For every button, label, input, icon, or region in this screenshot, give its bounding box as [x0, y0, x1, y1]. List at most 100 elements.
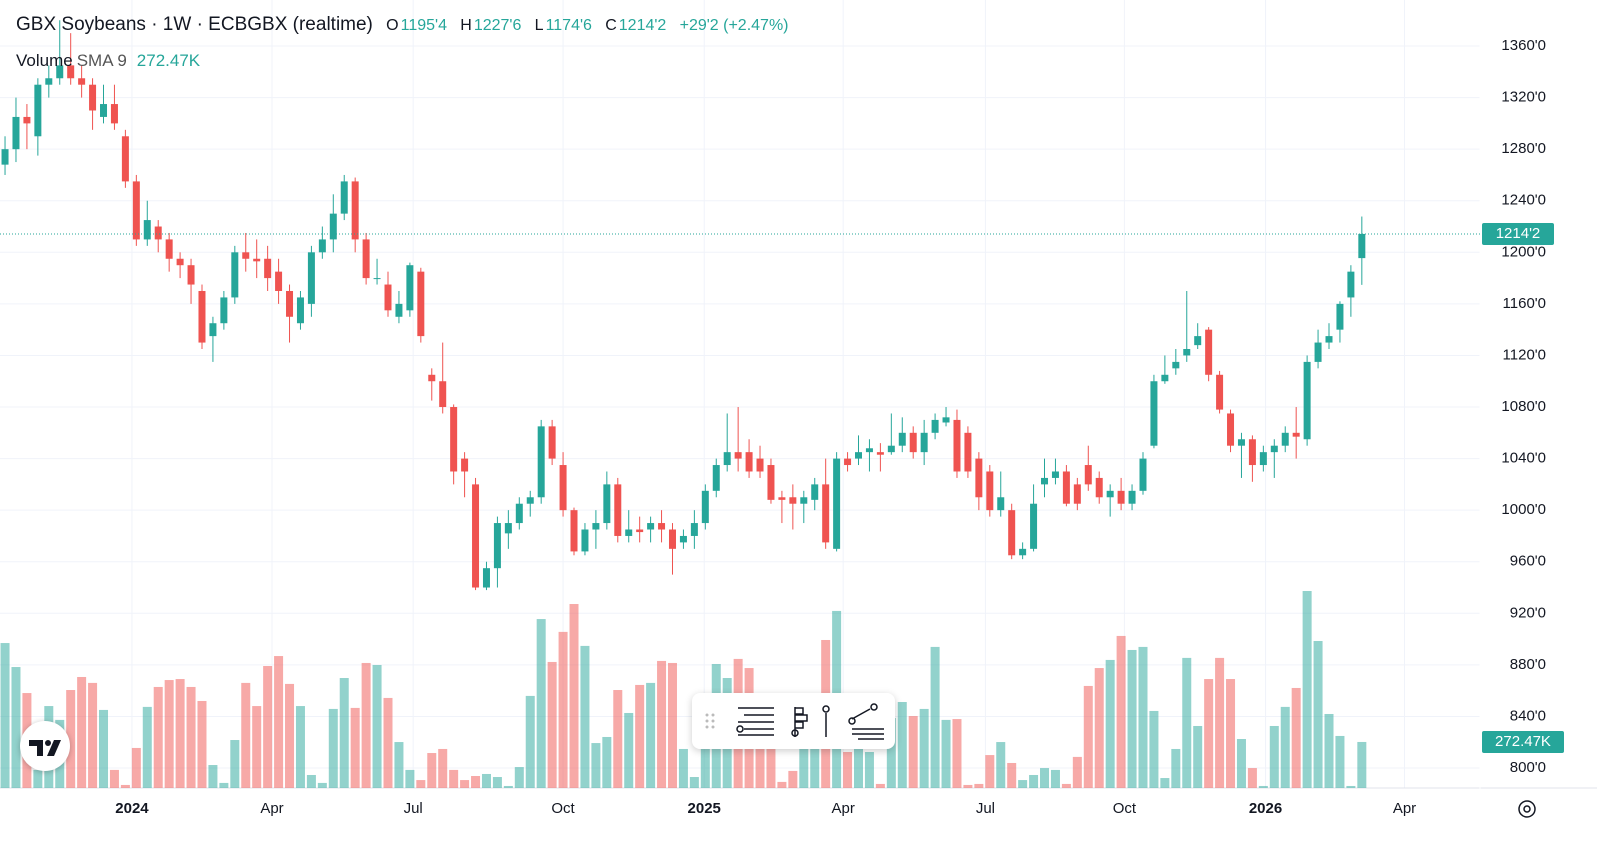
candle-body: [110, 104, 118, 124]
candle-body: [658, 523, 666, 530]
candle-body: [723, 452, 731, 466]
volume-bar: [1149, 710, 1159, 788]
candle-body: [428, 374, 436, 382]
open: 1195'4: [400, 17, 447, 34]
settings-icon[interactable]: [1518, 800, 1536, 818]
volume-bar: [285, 683, 295, 788]
candle-body: [592, 523, 600, 530]
x-tick-label: Oct: [551, 800, 575, 817]
volume-value: 272.47K: [136, 51, 201, 70]
volume-bar: [766, 745, 776, 788]
candle-body: [45, 78, 53, 85]
volume-bar: [1094, 668, 1104, 788]
volume-bar: [449, 769, 459, 788]
volume-bar: [11, 667, 21, 788]
sma: SMA 9: [76, 51, 127, 70]
candle-body: [34, 84, 42, 137]
volume-bar: [153, 686, 163, 788]
volume-bar: [492, 777, 502, 788]
candle-body: [78, 78, 86, 85]
candle-body: [986, 471, 994, 511]
x-tick-label: 2026: [1249, 800, 1282, 817]
change: +29'2 (+2.47%): [679, 17, 789, 34]
candle-body: [504, 523, 512, 534]
volume-bar: [930, 646, 940, 788]
volume-bar: [328, 708, 338, 788]
volume-bar: [1280, 706, 1290, 788]
volume-bar: [99, 709, 109, 788]
volume-axis-label: 272.47K: [1495, 733, 1551, 750]
volume-bar: [164, 680, 174, 788]
candle-body: [176, 258, 184, 266]
candle-body: [625, 529, 633, 536]
candle-body: [1314, 342, 1322, 362]
close: 1214'2: [618, 17, 667, 34]
candle-body: [734, 452, 742, 459]
candle-body: [1150, 381, 1158, 446]
candle-body: [1292, 432, 1300, 437]
candle-body: [953, 419, 961, 472]
candle-body: [1128, 490, 1136, 504]
volume-bar: [77, 676, 87, 788]
volume-bar: [1346, 785, 1356, 788]
candle-body: [253, 258, 261, 262]
o-label: O: [386, 17, 399, 34]
volume-bar: [974, 783, 984, 788]
candle-body: [417, 271, 425, 337]
candle-body: [1259, 452, 1267, 466]
volume-bar: [503, 785, 513, 788]
volume-bar: [602, 736, 612, 788]
candle-body: [121, 136, 129, 182]
volume-bar: [558, 631, 568, 788]
candle-body: [198, 290, 206, 343]
candle-body: [1347, 271, 1355, 298]
tv-logo[interactable]: [20, 721, 70, 771]
candle-body: [89, 84, 97, 111]
volume-bar: [109, 769, 119, 788]
candle-body: [132, 181, 140, 240]
candle-body: [472, 484, 480, 588]
candle-body: [712, 465, 720, 491]
volume-bar: [897, 702, 907, 788]
volume-bar: [1105, 659, 1115, 788]
volume-bar: [1171, 748, 1181, 788]
x-tick-label: 2024: [115, 800, 149, 817]
volume-bar: [591, 743, 601, 788]
drawing-toolbar[interactable]: [692, 693, 895, 749]
volume-bar: [471, 776, 481, 788]
candle-body: [165, 239, 173, 259]
volume-bar: [810, 715, 820, 788]
volume-bar: [197, 700, 207, 788]
settings-gear: [1518, 800, 1536, 818]
volume-bar: [1247, 768, 1257, 788]
volume-bars: [0, 591, 1367, 788]
settings-hub: [1523, 805, 1531, 813]
volume-title: Volume: [16, 51, 73, 70]
logo-mark: [29, 740, 61, 756]
volume-bar: [667, 662, 677, 788]
candle-body: [318, 239, 326, 253]
candle-body: [1248, 439, 1256, 466]
volume-bar: [919, 708, 929, 788]
candle-body: [1073, 484, 1081, 504]
volume-legend: Volume SMA 9 272.47K: [16, 51, 200, 71]
y-tick-label: 960'0: [1510, 553, 1546, 570]
candle-body: [1106, 490, 1114, 498]
volume-bar: [1029, 774, 1039, 788]
y-tick-label: 1360'0: [1501, 37, 1546, 54]
candle-body: [581, 529, 589, 552]
volume-bar: [1324, 713, 1334, 788]
volume-bar: [295, 706, 305, 788]
candle-body: [1325, 336, 1333, 343]
volume-bar: [383, 697, 393, 788]
l-label: L: [534, 17, 544, 34]
candle-body: [1303, 361, 1311, 440]
volume-bar: [230, 740, 240, 788]
volume-bar: [1258, 785, 1268, 788]
tool-icons[interactable]: [736, 703, 884, 740]
candle-body: [1051, 471, 1059, 478]
volume-bar: [908, 716, 918, 788]
candle-body: [1270, 445, 1278, 453]
volume-bar: [1040, 768, 1050, 788]
